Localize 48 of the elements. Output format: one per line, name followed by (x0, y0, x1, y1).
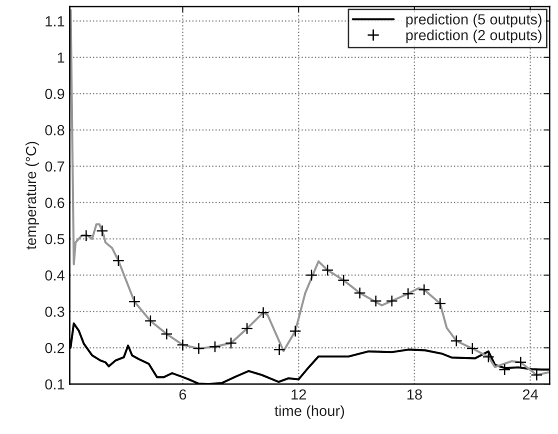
y-tick-label: 0.1 (45, 379, 64, 390)
point (322, 264, 334, 276)
y-tick-label: 0.8 (45, 125, 64, 136)
point (434, 297, 446, 310)
y-tick-label: 0.9 (45, 88, 64, 100)
point (208, 340, 221, 353)
point (386, 294, 398, 307)
point (306, 269, 318, 282)
y-tick-label: 0.2 (45, 342, 64, 354)
point (112, 254, 124, 267)
point (354, 286, 366, 299)
point (418, 284, 430, 296)
point (144, 314, 156, 327)
y-tick-label: 0.5 (45, 234, 64, 244)
y-tick-label: 0.3 (45, 306, 64, 317)
y-axis-title: temperature (°C) (25, 142, 40, 250)
x-tick-label: 12 (292, 389, 306, 400)
x-tick-label: 24 (522, 389, 538, 400)
y-tick-label: 0.6 (45, 198, 64, 208)
point (128, 296, 140, 308)
point (289, 325, 302, 338)
y-tick-label: 1 (58, 52, 64, 63)
point (402, 288, 414, 300)
point (530, 369, 543, 382)
point (466, 342, 478, 355)
point (224, 337, 237, 350)
point (160, 328, 173, 340)
point (498, 364, 511, 376)
point (241, 322, 254, 335)
y-tick-label: 0.7 (45, 161, 64, 172)
point (273, 344, 286, 356)
x-tick-label: 18 (407, 389, 422, 400)
y-tick-label: 1.1 (46, 16, 64, 26)
point (257, 306, 270, 319)
point (176, 338, 189, 351)
legend-label: prediction (5 outputs) (406, 14, 542, 28)
point (370, 294, 382, 307)
point (192, 342, 205, 355)
x-tick-label: 6 (179, 389, 186, 400)
point (96, 224, 108, 237)
y-tick-label: 0.4 (45, 270, 64, 281)
point (450, 334, 462, 347)
line-series (70, 9, 550, 376)
point (80, 230, 92, 242)
point (514, 356, 527, 368)
legend-label: prediction (2 outputs) (406, 30, 542, 44)
point (338, 274, 350, 286)
x-axis-title: time (hour) (274, 405, 344, 419)
